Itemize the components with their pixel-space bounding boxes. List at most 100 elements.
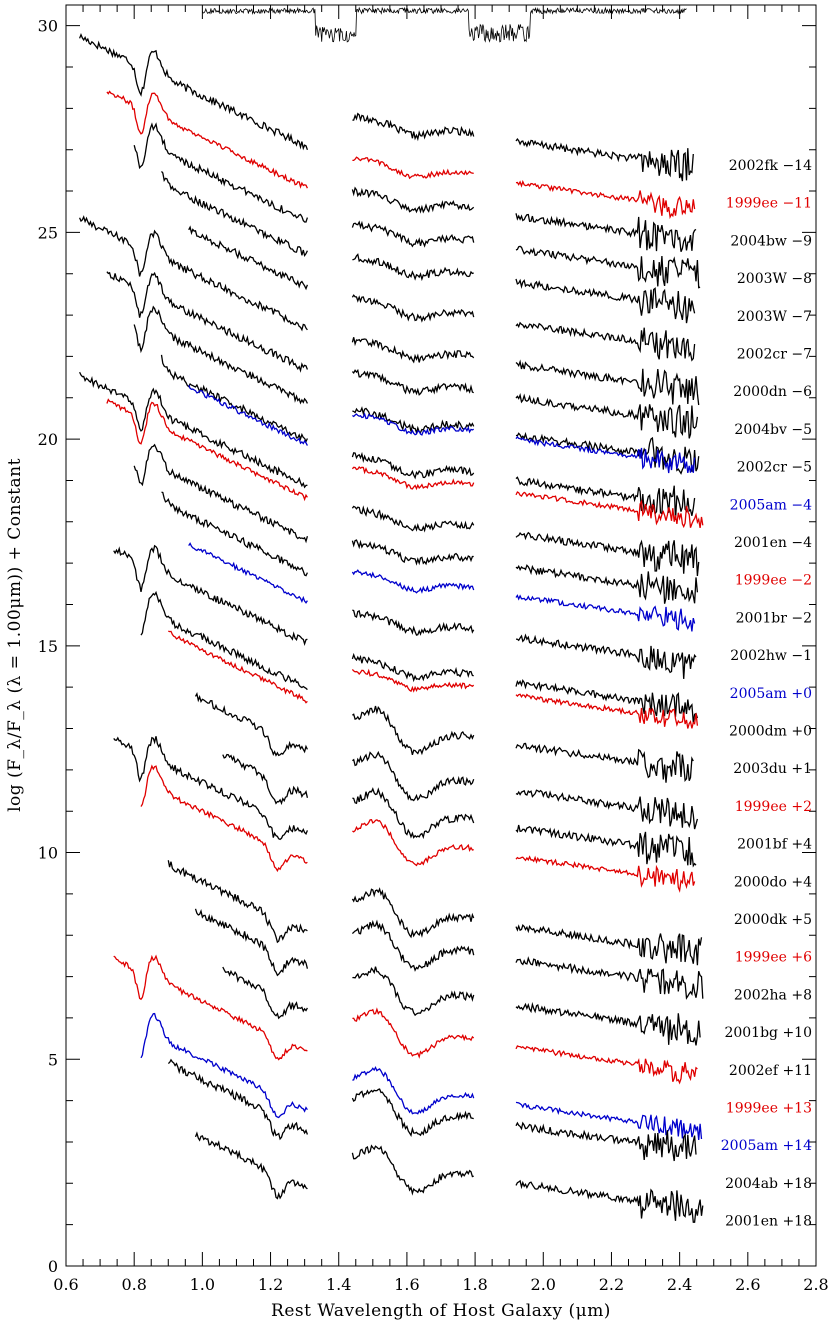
spectrum-trace	[515, 491, 704, 529]
spectrum-label: 1999ee +13	[726, 1101, 812, 1117]
spectrum-trace	[133, 122, 309, 223]
axis-ticks	[65, 5, 817, 1267]
spectrum-trace	[140, 1012, 308, 1119]
spectrum-trace	[352, 966, 475, 1017]
spectrum-trace	[79, 215, 308, 332]
spectrum-trace	[352, 1007, 475, 1059]
spectrum-label: 2001br −2	[736, 610, 812, 626]
spectrum-trace	[188, 384, 308, 446]
x-tick-label: 2.0	[531, 1275, 556, 1294]
spectrum-trace	[515, 213, 697, 252]
spectrum-trace	[106, 271, 309, 373]
telluric-trace	[202, 6, 687, 43]
spectrum-trace	[351, 466, 475, 491]
spectrum-trace	[161, 491, 308, 577]
spectrum-trace	[352, 818, 474, 867]
spectrum-label: 1999ee +2	[735, 799, 812, 815]
x-axis-title: Rest Wavelength of Host Galaxy (μm)	[271, 1301, 611, 1321]
x-tick-label: 0.8	[121, 1275, 146, 1294]
spectrum-trace	[352, 412, 475, 436]
x-tick-label: 2.6	[735, 1275, 760, 1294]
spectrum-trace	[515, 431, 700, 475]
spectrum-trace	[515, 1121, 697, 1162]
spectrum-trace	[515, 393, 699, 439]
spectrum-trace	[351, 569, 475, 594]
spectrum-label: 2003W −8	[737, 271, 812, 287]
y-tick-label: 10	[38, 844, 58, 863]
y-axis-title: log (F_λ/F_λ (λ = 1.00μm)) + Constant	[5, 458, 25, 812]
spectrum-trace	[515, 476, 696, 520]
spectrum-trace	[351, 1088, 474, 1138]
spectrum-trace	[351, 294, 475, 323]
spectrum-label: 2003du +1	[733, 761, 812, 777]
spectrum-trace	[352, 750, 475, 802]
spectrum-label: 2002cr −5	[737, 460, 812, 476]
spectrum-trace	[352, 705, 475, 756]
spectrum-label: 2000do +4	[734, 874, 812, 890]
spectrum-label: 2004bv −5	[734, 422, 812, 438]
spectrum-trace	[113, 544, 308, 646]
y-tick-labels: 0 5 10 15 20 25 30	[38, 17, 58, 1276]
x-tick-label: 2.8	[803, 1275, 828, 1294]
spectrum-trace	[222, 966, 308, 1020]
spectrum-trace	[113, 736, 309, 841]
spectrum-trace	[515, 321, 696, 362]
spectrum-trace	[113, 954, 308, 1061]
spectrum-trace	[194, 908, 309, 977]
x-tick-label: 1.0	[190, 1275, 215, 1294]
y-tick-label: 20	[38, 430, 58, 449]
spectrum-trace	[167, 1058, 309, 1141]
x-tick-label: 2.4	[667, 1275, 692, 1294]
x-tick-labels: 0.6 0.8 1.0 1.2 1.4 1.6 1.8 2.0 2.2 2.4 2.6 2.8	[53, 1275, 828, 1294]
spectrum-label: 2002ef +11	[729, 1063, 812, 1079]
x-tick-label: 0.6	[53, 1275, 78, 1294]
spectrum-trace	[351, 539, 474, 566]
spectrum-trace	[515, 531, 700, 577]
spectrum-trace	[515, 824, 697, 868]
spectrum-label: 2002hw −1	[730, 648, 812, 664]
spectrum-trace	[140, 764, 308, 873]
spectrum-trace	[352, 406, 475, 435]
y-tick-label: 25	[38, 223, 58, 242]
spectrum-trace	[515, 1001, 701, 1046]
spectrum-label: 2004bw −9	[730, 233, 812, 249]
spectrum-trace	[168, 630, 308, 704]
spectrum-trace	[79, 371, 308, 489]
spectrum-trace	[351, 337, 475, 364]
spectrum-trace	[194, 1131, 308, 1200]
spectrum-trace	[515, 679, 699, 723]
spectrum-label: 2000dn −6	[733, 384, 812, 400]
x-tick-label: 1.2	[258, 1275, 283, 1294]
spectrum-trace	[515, 1045, 698, 1085]
spectrum-trace	[351, 186, 475, 214]
spectrum-trace	[515, 693, 699, 729]
spectrum-label: 2005am +0	[730, 686, 812, 702]
spectrum-label: 2005am +14	[721, 1138, 812, 1154]
spectrum-label: 2005am −4	[730, 497, 812, 513]
tick-marks	[65, 5, 817, 1267]
telluric-spectrum	[202, 6, 687, 43]
spectrum-trace	[351, 652, 474, 683]
spectrum-label: 2001en +18	[725, 1214, 812, 1230]
spectrum-trace	[351, 668, 475, 693]
spectrum-trace	[188, 225, 309, 291]
spectrum-trace	[351, 1144, 474, 1196]
spectra-traces	[78, 32, 704, 1223]
spectrum-trace	[515, 359, 700, 406]
spectrum-trace	[194, 691, 308, 757]
spectrum-label: 2002cr −7	[737, 347, 812, 363]
spectrum-trace	[515, 435, 696, 474]
spectrum-trace	[352, 1066, 475, 1115]
spectrum-label: 2002ha +8	[734, 987, 812, 1003]
spectrum-trace	[352, 787, 475, 840]
spectrum-label: 2004ab +18	[725, 1176, 812, 1192]
spectrum-trace	[351, 368, 474, 396]
y-tick-label: 15	[38, 637, 58, 656]
spectrum-label: 2000dm +0	[729, 724, 812, 740]
spectrum-trace	[352, 253, 474, 282]
spectrum-trace	[352, 609, 475, 636]
spectrum-trace	[351, 887, 475, 939]
spectrum-trace	[352, 156, 474, 180]
spectrum-trace	[515, 594, 696, 632]
